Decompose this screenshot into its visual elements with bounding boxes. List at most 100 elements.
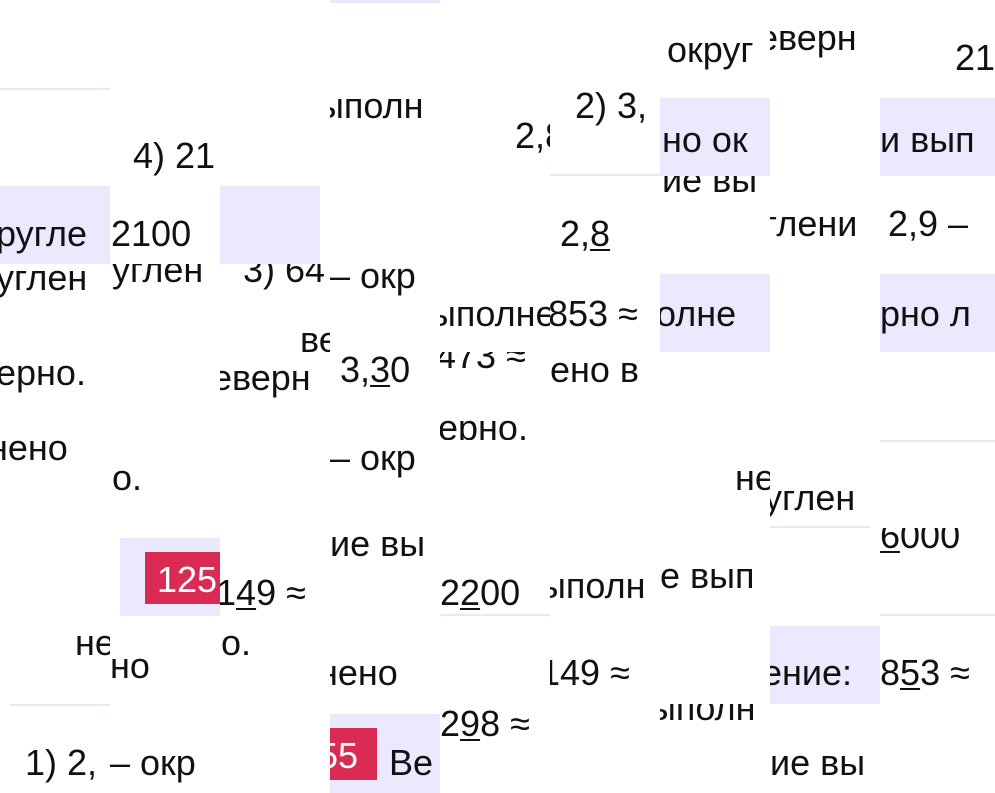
text-fragment: округ [667, 29, 754, 70]
text-fragment: ыполн [660, 704, 756, 728]
text-part: 3 ≈ [920, 652, 970, 693]
text-fragment: – окр [330, 264, 416, 296]
tile: 2200 [440, 528, 550, 616]
text-fragment: – окр [110, 742, 196, 783]
tile: – окр [330, 264, 440, 352]
tile: олне [660, 264, 770, 352]
text-fragment: но ок [662, 119, 748, 160]
highlight [660, 274, 770, 352]
tile: ие вы [330, 528, 440, 616]
text-fragment: ве [300, 319, 330, 353]
tile: и вып [880, 88, 995, 176]
text-fragment: 149 ≈ [220, 575, 306, 611]
text-part: 9 ≈ [256, 572, 306, 613]
tile: ыполне [440, 264, 550, 352]
text-part: 000 [900, 528, 961, 556]
tile: 149 ≈ [550, 616, 660, 704]
text-fragment: 473 ≈ [440, 352, 526, 376]
underlined-digit: 2 [460, 572, 481, 613]
tile: еверн [220, 352, 330, 440]
text-fragment: углен [0, 264, 88, 298]
text-fragment: еверн [770, 17, 857, 58]
highlight-strip [330, 0, 440, 3]
tile: – окр [330, 440, 440, 528]
tile: 853 ≈ [550, 264, 660, 352]
tile: но [110, 616, 220, 704]
tile: 2100 [110, 176, 220, 264]
highlight-strip [770, 526, 870, 528]
tile: 2) 3, [550, 88, 660, 176]
text-fragment: ругле [0, 213, 87, 254]
highlight-strip [880, 440, 995, 442]
text-fragment: – окр [330, 440, 416, 478]
text-fragment: но [110, 645, 150, 686]
tile: 125 [110, 528, 220, 616]
tile [880, 440, 995, 528]
tile [330, 0, 440, 88]
text-fragment: еверн [220, 357, 311, 398]
text-fragment: олне [660, 293, 737, 334]
tile: 2,8 [440, 88, 550, 176]
tile: о. [110, 440, 220, 528]
tile: ругле [0, 176, 110, 264]
tile: ие вы [770, 704, 880, 793]
underlined-digit: 4 [236, 572, 257, 613]
score-badge: 55 [330, 728, 377, 780]
text-part: 8 ≈ [480, 704, 530, 744]
highlight-strip [0, 88, 110, 90]
text-fragment: ерно. [440, 407, 528, 441]
text-fragment: ыполн [550, 565, 646, 606]
tile: углен [110, 264, 220, 352]
tile: ыполн [550, 528, 660, 616]
tile: углен [770, 440, 880, 528]
underlined-digit: 3 [370, 352, 391, 390]
text-fragment: и вып [880, 119, 975, 160]
tile: 2,9 – [880, 176, 995, 264]
tile [220, 176, 320, 264]
text-part: 2, [560, 213, 591, 254]
tile: углен [0, 264, 110, 352]
tile: 4) 21 [110, 88, 220, 176]
text-fragment: 4) 21 [133, 135, 216, 176]
tile: 55 Ве [330, 704, 440, 793]
text-fragment: углен [112, 264, 204, 290]
highlight [220, 186, 320, 264]
highlight [0, 186, 110, 264]
text-fragment: 2,8 [515, 115, 550, 156]
tile: 1) 2, [0, 704, 110, 793]
text-fragment: 2,8 [560, 216, 610, 252]
text-fragment: 3) 64 [243, 264, 326, 290]
tile [0, 88, 110, 176]
text-fragment: 853 ≈ [550, 293, 638, 334]
text-fragment: 6000 [880, 528, 960, 554]
tile: ено в [550, 352, 660, 440]
text-fragment: глени [770, 203, 858, 244]
tile: – окр [110, 704, 220, 793]
text-part: 8 [880, 652, 901, 693]
tile: ыполн [660, 704, 770, 793]
tile: но ок [660, 88, 770, 176]
underlined-digit: 8 [590, 213, 611, 254]
tile: округ [660, 0, 770, 88]
badge-text: 55 [330, 735, 359, 776]
tile: 3,30 [330, 352, 440, 440]
highlight-strip [880, 614, 995, 616]
tile: ение: [770, 616, 880, 704]
text-fragment: не [735, 457, 770, 498]
tile: 6000 [880, 528, 995, 616]
text-fragment: рно л [880, 293, 971, 334]
text-fragment: 21 [955, 37, 995, 78]
text-fragment: ие вы [662, 176, 758, 200]
underlined-digit: 9 [460, 704, 481, 744]
text-part: 3, [340, 352, 371, 390]
tile: не [0, 616, 110, 704]
highlight-strip [440, 614, 550, 616]
tile: ыполн [330, 88, 440, 176]
tile: 298 ≈ [440, 704, 550, 793]
text-fragment: ыполне [440, 293, 550, 334]
tile: ие вы [660, 176, 770, 264]
